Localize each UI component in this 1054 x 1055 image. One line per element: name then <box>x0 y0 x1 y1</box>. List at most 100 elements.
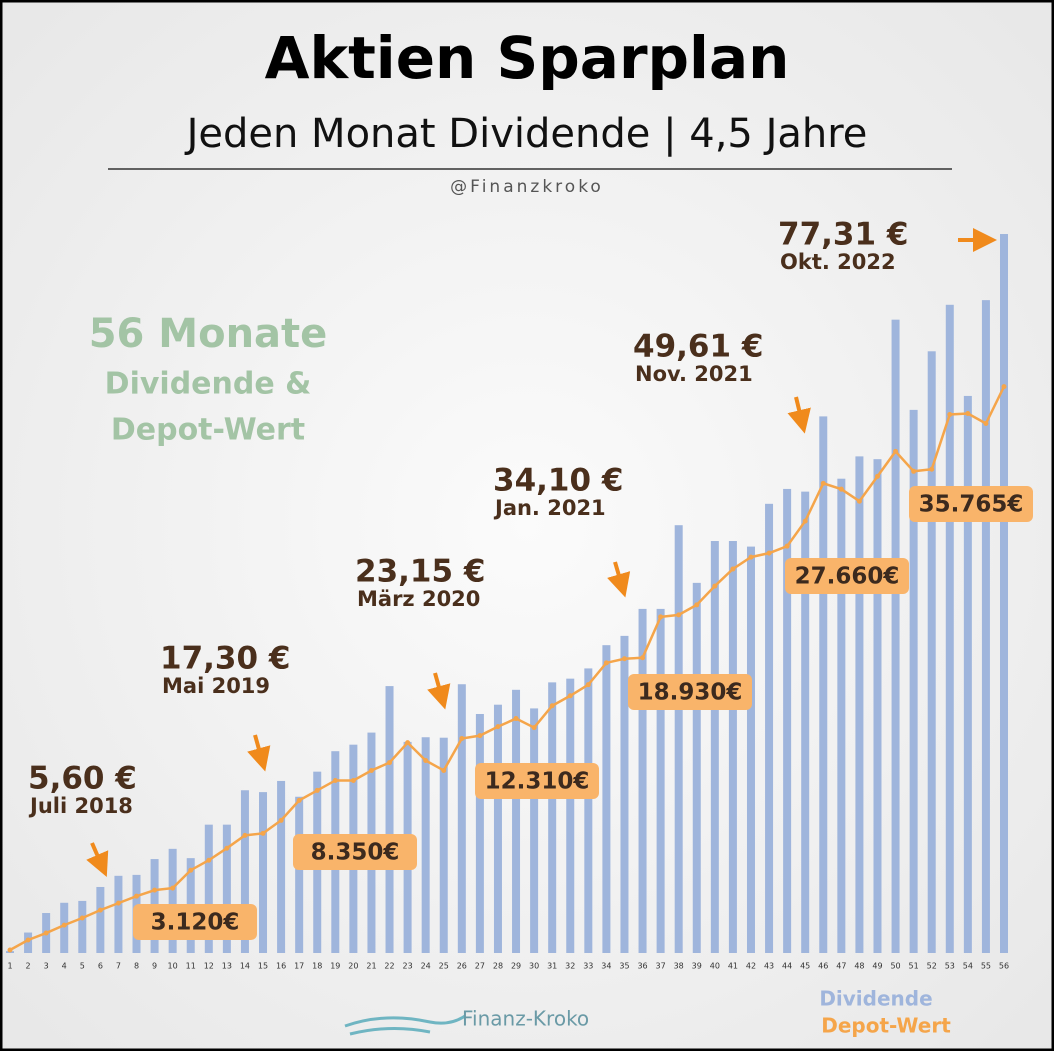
line-point <box>423 758 429 764</box>
x-tick-label: 11 <box>186 962 196 971</box>
line-point <box>929 466 935 472</box>
bar <box>602 645 611 953</box>
logo: Finanz-Kroko <box>462 1007 589 1031</box>
x-tick-label: 44 <box>782 962 792 971</box>
bar <box>240 790 249 953</box>
bar <box>1000 234 1008 954</box>
dividend-label: 23,15 € <box>355 554 485 590</box>
line-point <box>495 724 501 730</box>
line-point <box>278 817 284 823</box>
line-point <box>79 915 85 921</box>
depot-label-box <box>475 763 599 799</box>
depot-label-text: 3.120€ <box>151 910 240 936</box>
depot-label-text: 8.350€ <box>311 840 400 866</box>
bar <box>96 886 105 953</box>
bar <box>584 668 593 953</box>
x-tick-label: 12 <box>204 962 214 971</box>
line-point <box>405 740 411 746</box>
line-point <box>893 448 899 454</box>
depot-label: 18.930€ <box>628 674 752 710</box>
depot-label-text: 27.660€ <box>795 564 900 590</box>
line-point <box>314 787 320 793</box>
line-point <box>7 947 13 953</box>
x-tick-label: 15 <box>258 962 268 971</box>
dividend-date: Juli 2018 <box>28 794 133 818</box>
bar <box>819 416 828 953</box>
x-tick-label: 43 <box>764 962 774 971</box>
x-tick-label: 14 <box>240 962 250 971</box>
x-tick-label: 36 <box>637 962 647 971</box>
x-tick-label: 37 <box>656 962 666 971</box>
line-point <box>947 411 953 417</box>
x-tick-label: 28 <box>493 962 503 971</box>
depot-label: 3.120€ <box>133 904 257 940</box>
line-point <box>983 420 989 426</box>
x-tick-label: 26 <box>457 962 467 971</box>
depot-label: 35.765€ <box>909 486 1033 522</box>
x-tick-label: 56 <box>999 962 1009 971</box>
x-tick-label: 17 <box>294 962 304 971</box>
line-point <box>260 830 266 836</box>
side-text: Depot-Wert <box>111 413 305 448</box>
line-point <box>97 907 103 913</box>
side-text: Dividende & <box>105 367 312 402</box>
x-tick-label: 34 <box>601 962 611 971</box>
legend-item: Dividende <box>819 987 932 1011</box>
bar <box>638 608 647 953</box>
bar <box>204 824 213 953</box>
bar <box>295 796 304 953</box>
depot-label-box <box>909 486 1033 522</box>
depot-label: 8.350€ <box>293 834 417 870</box>
bar <box>566 678 575 953</box>
line-point <box>224 845 230 851</box>
line-point <box>965 411 971 417</box>
arrow <box>427 672 451 710</box>
line-point <box>694 602 700 608</box>
line-point <box>911 468 917 474</box>
bar <box>548 682 557 953</box>
x-tick-label: 50 <box>890 962 900 971</box>
dividend-date: März 2020 <box>357 587 480 611</box>
x-tick-label: 9 <box>152 962 157 971</box>
bar <box>927 351 936 953</box>
x-tick-label: 2 <box>26 962 31 971</box>
bar <box>60 902 69 953</box>
line-point <box>134 893 140 899</box>
bar <box>656 608 665 953</box>
line-point <box>188 867 194 873</box>
bar <box>674 525 683 953</box>
line-point <box>730 566 736 572</box>
x-tick-label: 13 <box>222 962 232 971</box>
x-tick-label: 19 <box>330 962 340 971</box>
line-point <box>61 922 67 928</box>
x-tick-label: 21 <box>366 962 376 971</box>
x-tick-label: 27 <box>475 962 485 971</box>
x-tick-label: 42 <box>746 962 756 971</box>
bar <box>385 686 394 953</box>
line-point <box>621 656 627 662</box>
depot-label-text: 12.310€ <box>485 769 590 795</box>
line-point <box>513 716 519 722</box>
bar <box>277 780 286 953</box>
line-point <box>25 937 31 943</box>
arrow <box>607 561 631 598</box>
bar <box>24 932 33 953</box>
x-tick-label: 31 <box>547 962 557 971</box>
x-tick-label: 39 <box>692 962 702 971</box>
line-point <box>43 930 49 936</box>
line-point <box>368 767 374 773</box>
x-tick-label: 20 <box>348 962 358 971</box>
x-tick-label: 30 <box>529 962 539 971</box>
bar <box>728 541 737 953</box>
x-tick-label: 24 <box>421 962 431 971</box>
x-tick-label: 49 <box>872 962 882 971</box>
dividend-label: 5,60 € <box>28 761 137 797</box>
x-tick-label: 23 <box>403 962 413 971</box>
x-tick-label: 35 <box>619 962 629 971</box>
x-tick-label: 55 <box>981 962 991 971</box>
x-tick-label: 4 <box>62 962 67 971</box>
dividend-label: 49,61 € <box>633 329 763 365</box>
line-point <box>748 554 754 560</box>
line-point <box>387 760 393 766</box>
